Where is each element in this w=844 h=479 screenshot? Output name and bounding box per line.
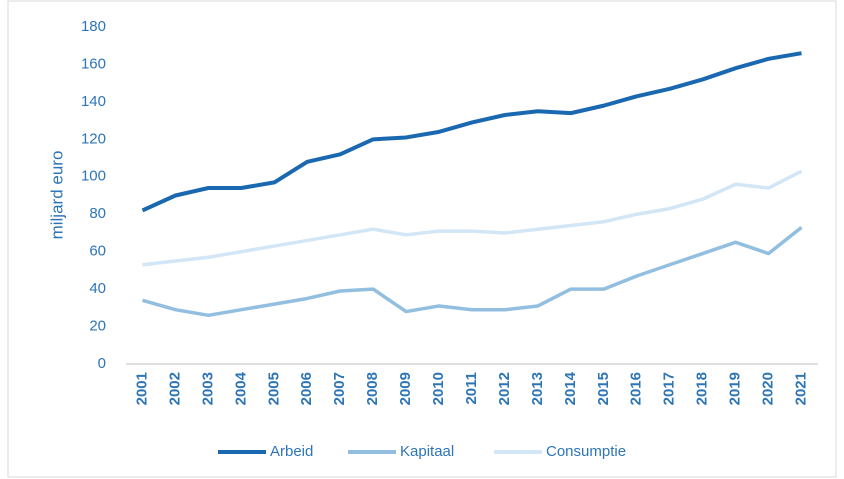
y-tick-label: 160 bbox=[81, 55, 106, 72]
x-tick-label: 2013 bbox=[529, 372, 546, 405]
x-tick-label: 2011 bbox=[463, 372, 480, 405]
x-tick-label: 2003 bbox=[199, 372, 216, 405]
legend-label: Consumptie bbox=[546, 443, 626, 460]
y-tick-label: 140 bbox=[81, 93, 106, 110]
x-tick-label: 2010 bbox=[430, 372, 447, 405]
x-tick-label: 2006 bbox=[298, 372, 315, 405]
x-tick-label: 2018 bbox=[694, 372, 711, 405]
x-tick-label: 2002 bbox=[166, 372, 183, 405]
y-tick-label: 0 bbox=[98, 355, 106, 372]
x-tick-label: 2012 bbox=[496, 372, 513, 405]
series-line bbox=[141, 225, 803, 318]
y-axis-label: miljard euro bbox=[47, 151, 66, 240]
x-tick-label: 2007 bbox=[331, 372, 348, 405]
x-tick-label: 2016 bbox=[628, 372, 645, 405]
x-tick-label: 2001 bbox=[133, 372, 150, 405]
x-tick-label: 2015 bbox=[595, 372, 612, 405]
y-tick-label: 180 bbox=[81, 18, 106, 35]
x-tick-label: 2014 bbox=[562, 371, 579, 405]
x-tick-label: 2020 bbox=[760, 372, 777, 405]
x-tick-label: 2019 bbox=[727, 372, 744, 405]
x-tick-label: 2005 bbox=[265, 372, 282, 405]
x-tick-label: 2004 bbox=[232, 371, 249, 405]
y-tick-label: 60 bbox=[89, 243, 106, 260]
y-tick-label: 120 bbox=[81, 130, 106, 147]
legend-label: Arbeid bbox=[270, 443, 313, 460]
y-tick-label: 100 bbox=[81, 168, 106, 185]
series-line bbox=[141, 51, 802, 213]
series-line bbox=[142, 169, 803, 267]
y-tick-label: 80 bbox=[89, 205, 106, 222]
x-tick-label: 2008 bbox=[364, 372, 381, 405]
legend-label: Kapitaal bbox=[400, 443, 454, 460]
x-tick-label: 2017 bbox=[661, 372, 678, 405]
x-tick-label: 2009 bbox=[397, 372, 414, 405]
chart-border bbox=[7, 0, 837, 478]
x-tick-label: 2021 bbox=[792, 372, 809, 405]
y-tick-label: 40 bbox=[89, 280, 106, 297]
y-tick-label: 20 bbox=[89, 318, 106, 335]
